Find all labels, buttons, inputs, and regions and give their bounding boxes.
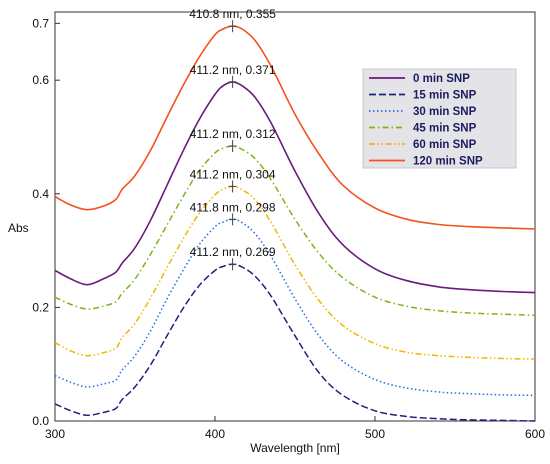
peak-label: 410.8 nm, 0.355 (189, 7, 276, 21)
x-tick-label: 300 (45, 427, 65, 441)
peak-label: 411.8 nm, 0.298 (190, 200, 276, 214)
y-tick-label: 0.0 (32, 414, 49, 428)
legend-entry: 45 min SNP (413, 123, 477, 135)
y-tick-label: 0.2 (32, 300, 49, 314)
y-tick-label: 0.7 (32, 16, 49, 30)
legend-entry: 30 min SNP (413, 106, 477, 118)
peak-label: 411.2 nm, 0.269 (190, 245, 276, 259)
legend-entry: 60 min SNP (413, 139, 477, 151)
y-axis-title: Abs (8, 221, 29, 235)
series-line-120-min-snp (54, 25, 536, 230)
x-tick-label: 500 (365, 427, 385, 441)
legend-box (362, 68, 517, 169)
x-tick-label: 400 (205, 427, 225, 441)
legend-entry: 0 min SNP (413, 73, 470, 85)
x-axis-title: Wavelength [nm] (250, 441, 340, 455)
series-line-60-min-snp (54, 185, 536, 360)
peak-label: 411.2 nm, 0.312 (190, 127, 276, 141)
legend-entry: 120 min SNP (413, 156, 483, 168)
peak-label: 411.2 nm, 0.371 (190, 63, 276, 77)
series-line-30-min-snp (54, 218, 536, 397)
y-tick-label: 0.4 (32, 187, 49, 201)
plot-frame (54, 11, 536, 422)
series-line-0-min-snp (54, 81, 536, 294)
series-line-15-min-snp (54, 263, 536, 422)
x-tick-label: 600 (525, 427, 545, 441)
legend-entry: 15 min SNP (413, 90, 477, 102)
series-line-45-min-snp (54, 145, 536, 317)
peak-label: 411.2 nm, 0.304 (190, 167, 276, 181)
y-tick-label: 0.6 (32, 73, 49, 87)
